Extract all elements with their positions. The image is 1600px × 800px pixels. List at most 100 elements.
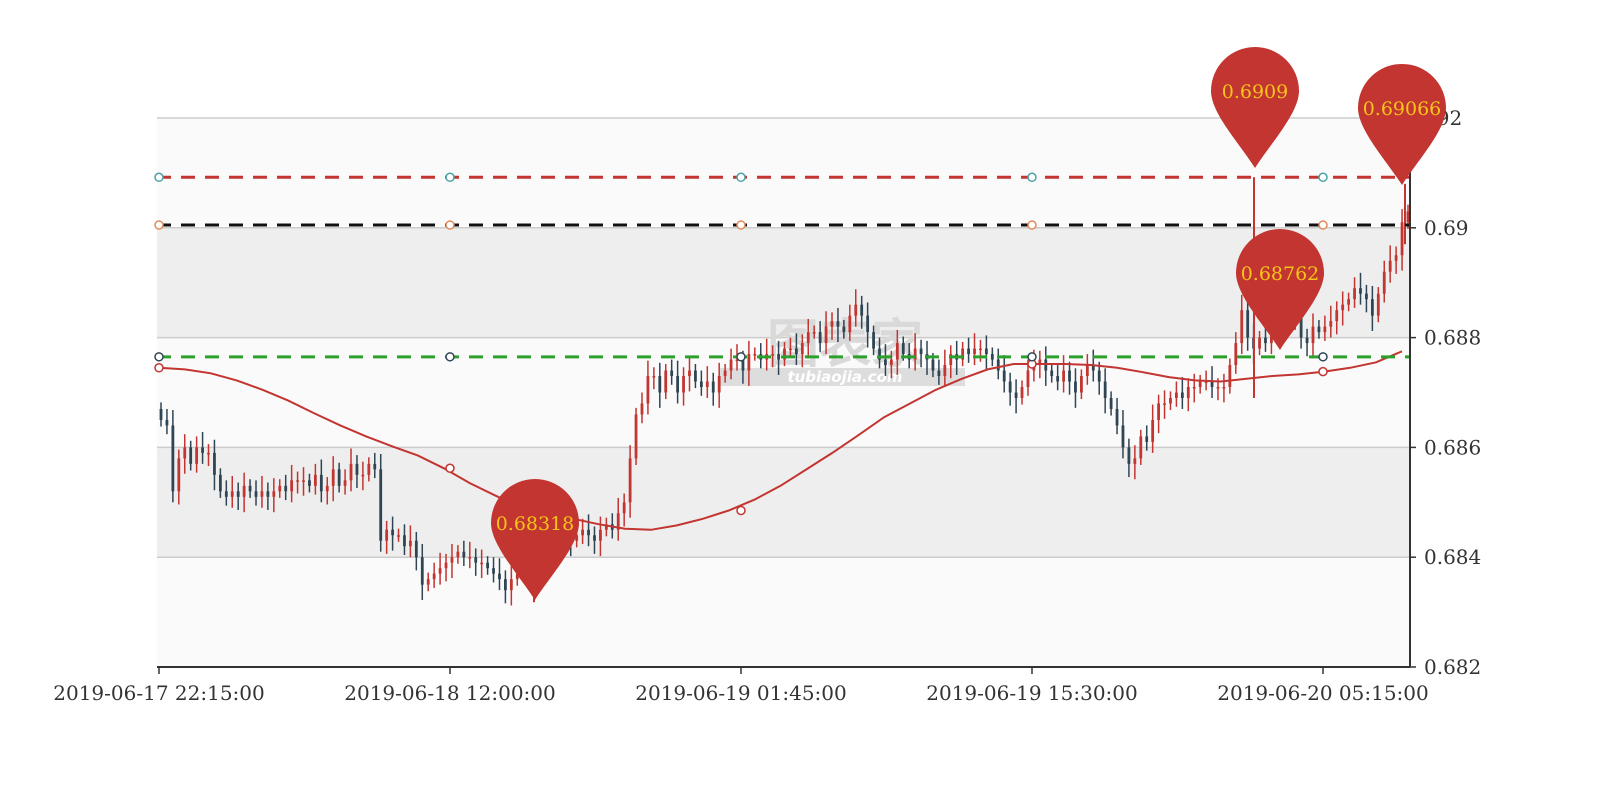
- candle: [296, 471, 299, 494]
- candle: [367, 457, 371, 482]
- candle-body: [575, 535, 579, 541]
- candle: [889, 350, 893, 379]
- candle: [587, 514, 590, 547]
- candle: [1198, 374, 1202, 394]
- candle-body: [604, 524, 608, 530]
- candle: [872, 325, 875, 356]
- mark-line-marker: [445, 220, 455, 230]
- candle-body: [1133, 458, 1137, 464]
- candle-body: [1109, 397, 1113, 409]
- candle-body: [1359, 288, 1362, 294]
- candle: [189, 440, 193, 471]
- candle: [409, 525, 412, 558]
- mark-line-marker: [1318, 172, 1328, 183]
- candle-body: [1002, 370, 1006, 382]
- candle-body: [705, 381, 709, 388]
- candle: [593, 526, 596, 554]
- candle: [878, 337, 881, 369]
- candle-body: [1139, 436, 1143, 459]
- candle-body: [812, 332, 816, 334]
- candle: [492, 557, 495, 583]
- candle: [1359, 272, 1362, 305]
- candle: [705, 366, 709, 398]
- candle-body: [794, 348, 798, 355]
- candle: [498, 558, 501, 591]
- watermark-sub-band: [720, 368, 965, 386]
- candle: [486, 556, 489, 575]
- candle: [1370, 285, 1374, 332]
- grid-lines: [157, 117, 1410, 558]
- mark-point-pin: 0.68318: [491, 479, 579, 600]
- candle: [1388, 245, 1392, 283]
- candle-body: [230, 491, 234, 497]
- candle: [278, 479, 282, 498]
- candle: [1068, 361, 1071, 395]
- candle-body: [438, 568, 442, 574]
- candle-body: [1044, 359, 1048, 371]
- candle-body: [1376, 293, 1380, 316]
- candle: [1305, 328, 1309, 357]
- candle: [171, 410, 175, 503]
- candle-body: [1121, 425, 1125, 448]
- candle-body: [1151, 419, 1155, 442]
- candle-body: [1406, 211, 1410, 223]
- candle: [943, 349, 947, 388]
- candle-body: [979, 348, 982, 351]
- candle: [325, 477, 329, 505]
- candle-body: [1341, 304, 1345, 311]
- grid-band: [157, 118, 1410, 228]
- candle: [860, 295, 864, 329]
- candle-body: [254, 491, 258, 497]
- candle-body: [337, 469, 341, 486]
- candle: [1050, 363, 1054, 383]
- candle: [432, 562, 436, 588]
- candle-body: [385, 529, 389, 541]
- candle: [1192, 373, 1196, 403]
- candle: [699, 370, 703, 396]
- candle: [1163, 390, 1166, 419]
- candle-body: [284, 485, 288, 492]
- candle: [866, 302, 870, 348]
- candle-body: [177, 458, 181, 492]
- candle: [830, 312, 834, 340]
- candle-body: [1258, 337, 1261, 349]
- candle-body: [884, 359, 887, 366]
- candle-body: [308, 480, 311, 486]
- moving-average-marker: [1318, 366, 1328, 377]
- candle: [414, 531, 418, 571]
- mark-line-marker: [154, 172, 164, 183]
- candle: [794, 333, 798, 366]
- candle-body: [242, 485, 246, 497]
- candle: [165, 408, 169, 435]
- candle: [1109, 391, 1113, 416]
- grid-band: [157, 227, 1410, 338]
- candle-body: [1329, 321, 1333, 327]
- candle-body: [1192, 387, 1196, 389]
- candle-body: [1388, 260, 1392, 272]
- candle: [824, 311, 828, 355]
- x-tick-label: 2019-06-19 01:45:00: [635, 681, 847, 705]
- candle: [747, 340, 751, 386]
- candle-body: [646, 376, 650, 404]
- candle-body: [1008, 381, 1012, 393]
- candle-body: [622, 502, 626, 514]
- candle-body: [747, 354, 751, 371]
- candle-body: [688, 370, 691, 377]
- candle-body: [699, 381, 703, 388]
- mark-point-balloon: [491, 479, 579, 600]
- candle: [1317, 320, 1321, 339]
- candle-body: [515, 573, 519, 580]
- mark-point-label: 0.68762: [1241, 263, 1320, 285]
- candle: [783, 341, 786, 367]
- mark-line-marker: [736, 220, 746, 230]
- candle: [1394, 246, 1398, 274]
- candle-body: [800, 343, 804, 355]
- candle: [1121, 410, 1125, 459]
- candle-body: [1394, 255, 1398, 261]
- moving-average-marker: [154, 363, 164, 373]
- candle-body: [1050, 370, 1054, 377]
- candle-body: [919, 348, 923, 355]
- mark-lines: [154, 172, 1410, 362]
- candle-body: [889, 359, 893, 366]
- candle-body: [1103, 381, 1107, 398]
